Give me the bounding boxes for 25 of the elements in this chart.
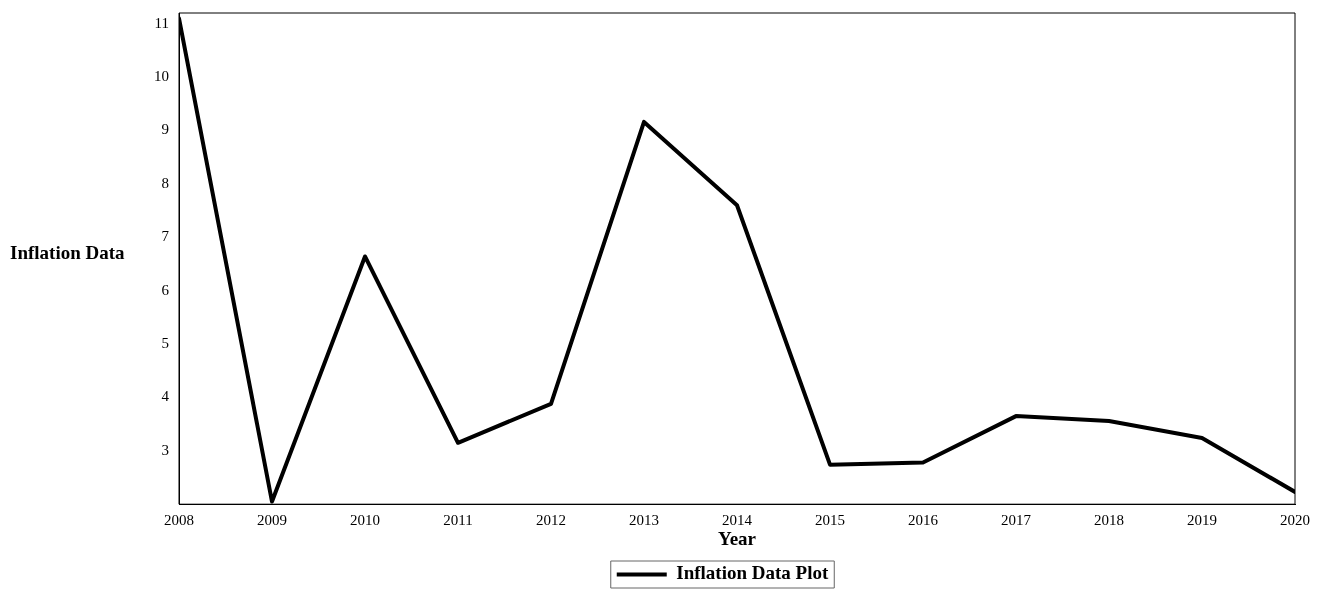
y-tick-label: 11 [154,14,169,31]
x-tick-label: 2011 [443,512,473,529]
x-tick-label: 2016 [908,512,939,529]
x-tick-label: 2010 [350,512,380,529]
y-tick-label: 3 [161,441,169,458]
y-tick-label: 6 [161,281,170,298]
legend-label: Inflation Data Plot [676,562,829,584]
x-tick-label: 2013 [629,512,659,529]
x-axis-title: Year [718,527,757,549]
x-tick-label: 2008 [164,512,194,529]
x-tick-label: 2009 [257,512,287,529]
y-tick-label: 8 [161,174,169,191]
x-tick-label: 2018 [1094,512,1124,529]
x-tick-label: 2015 [815,512,845,529]
x-tick-label: 2017 [1001,512,1032,529]
y-tick-label: 5 [161,334,169,351]
y-tick-label: 4 [161,388,170,405]
x-tick-label: 2014 [722,512,753,529]
y-tick-label: 7 [161,228,170,245]
y-axis-title: Inflation Data [10,241,126,263]
y-tick-label: 10 [154,68,169,85]
y-tick-label: 9 [161,121,169,138]
x-tick-label: 2020 [1280,512,1310,529]
x-tick-label: 2019 [1187,512,1217,529]
x-tick-label: 2012 [536,512,566,529]
